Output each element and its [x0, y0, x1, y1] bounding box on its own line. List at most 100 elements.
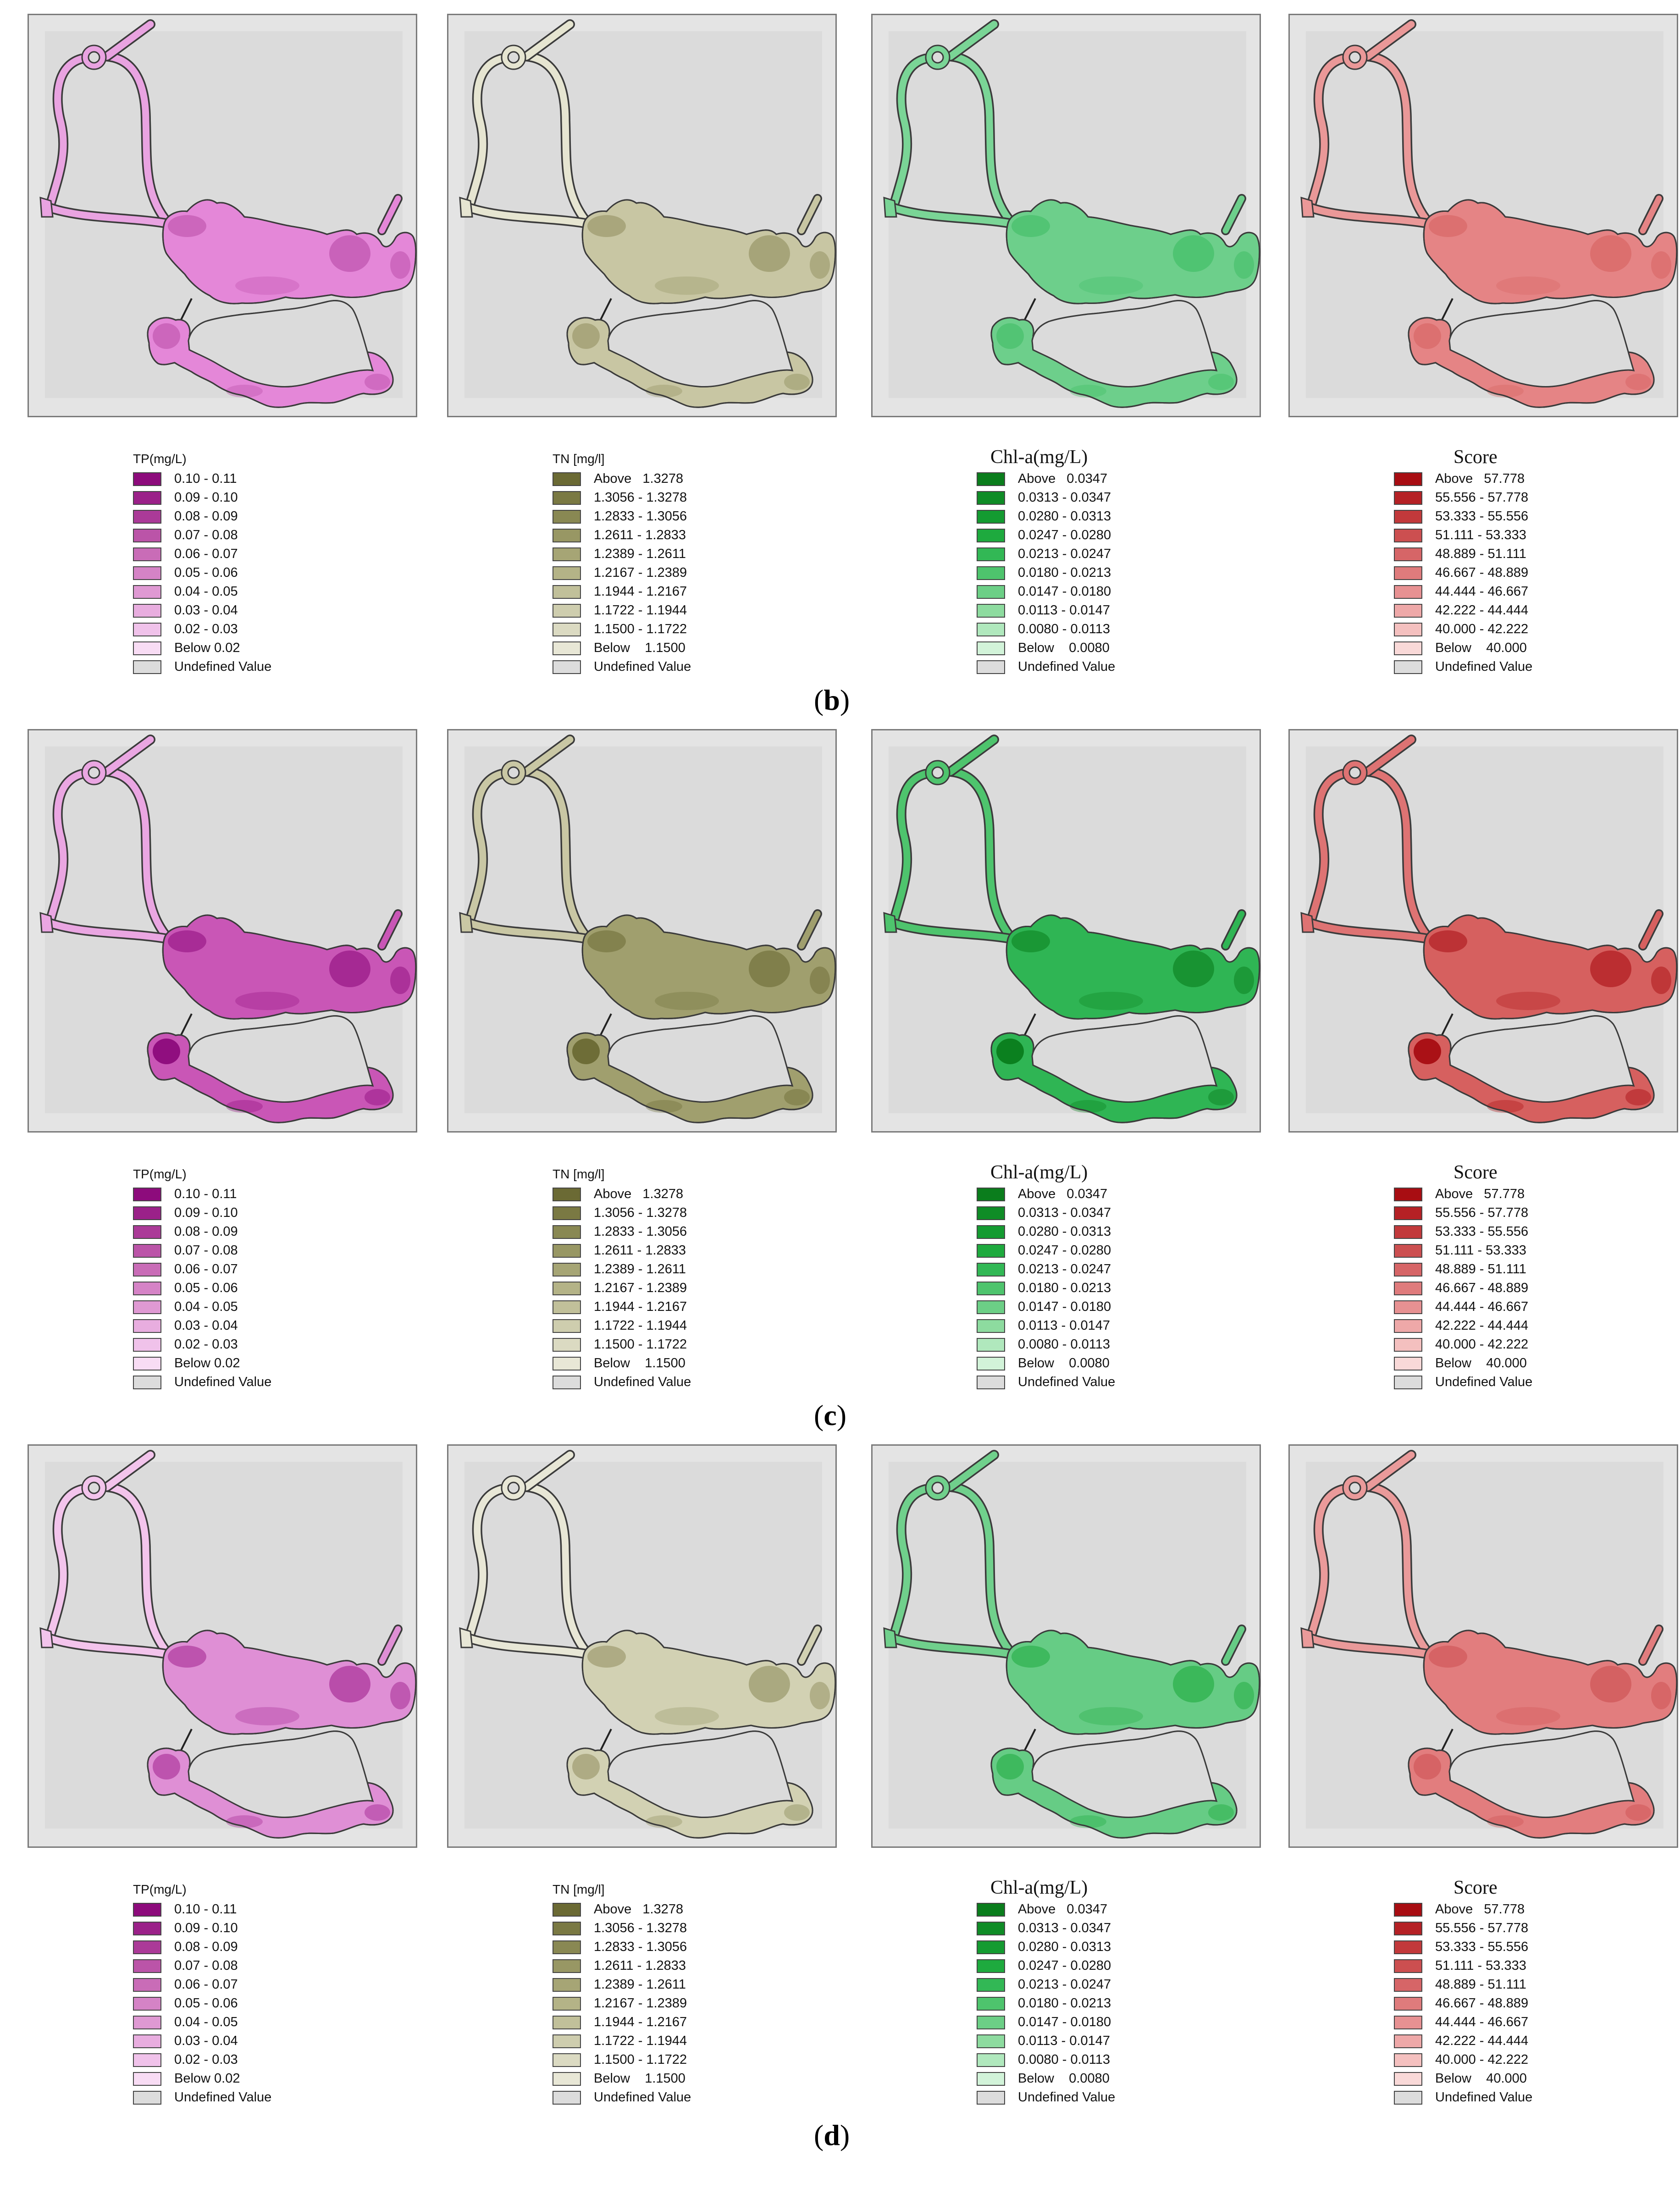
legend-label: Undefined Value [174, 659, 272, 674]
legend-swatch [1394, 585, 1422, 599]
legend-label: 0.06 - 0.07 [174, 1977, 238, 1992]
channel-water [103, 768, 172, 943]
upper-basin-shore [1006, 1630, 1260, 1735]
contour-zone [810, 251, 830, 279]
contour-zone [1651, 1682, 1671, 1709]
legend-title: TP(mg/L) [133, 1882, 187, 1896]
legend-swatch [1394, 1997, 1422, 2011]
legend-label: 0.0080 - 0.0113 [1018, 2052, 1111, 2067]
legend-title: Chl-a(mg/L) [990, 1162, 1088, 1183]
legend-label: Below 0.02 [174, 641, 240, 655]
contour-zone [1429, 1646, 1467, 1668]
contour-zone [1414, 1754, 1441, 1780]
contour-zone [572, 323, 600, 349]
channel-water [46, 770, 85, 927]
lake-map-score [1300, 19, 1678, 408]
legend-swatch [1394, 529, 1422, 542]
concentration-contours [572, 930, 830, 1113]
legend-tp: TP(mg/L) 0.10 - 0.11 0.09 - 0.10 0.08 - 0.0… [133, 452, 371, 690]
legend-label: 46.667 - 48.889 [1435, 1996, 1529, 2011]
legend-swatch [133, 1338, 161, 1352]
legend-swatch [553, 491, 581, 505]
contour-zone [749, 1666, 790, 1702]
legend-swatch [133, 1300, 161, 1314]
legend-swatch [1394, 2034, 1422, 2048]
channel-water [1307, 1486, 1346, 1642]
legend-label: 1.1500 - 1.1722 [594, 622, 687, 636]
legend-swatch [553, 1978, 581, 1992]
legend-swatch [1394, 2053, 1422, 2067]
ring-island [931, 1481, 944, 1494]
legend-swatch [977, 566, 1005, 580]
lower-island [1031, 300, 1218, 387]
channel-water [947, 21, 998, 60]
west-inlet [39, 1627, 54, 1648]
legend-chla: Chl-a(mg/L) Above 0.0347 0.0313 - 0.0347 0.… [977, 1162, 1215, 1405]
west-inlet [1300, 912, 1315, 933]
legend-label: 1.2833 - 1.3056 [594, 509, 687, 524]
legend-label: 48.889 - 51.111 [1435, 547, 1526, 561]
west-inlet [883, 912, 897, 933]
panel-caption: (c) [814, 1399, 847, 1431]
legend-swatch [1394, 1959, 1422, 1973]
legend-label: Undefined Value [594, 2090, 691, 2105]
upper-basin-shore [162, 914, 417, 1020]
legend-swatch [553, 2016, 581, 2029]
map-panel-chla [871, 14, 1261, 417]
legend-swatch [553, 604, 581, 618]
legend-label: 0.08 - 0.09 [174, 1940, 238, 1954]
legend-swatch [133, 2016, 161, 2029]
channel-water [947, 768, 1016, 943]
legend-chla: Chl-a(mg/L) Above 0.0347 0.0313 - 0.0347 0.… [977, 1877, 1215, 2121]
legend-label: 0.04 - 0.05 [174, 1299, 238, 1314]
legend-title: Chl-a(mg/L) [990, 1877, 1088, 1898]
legend-swatch [1394, 472, 1422, 486]
legend-label: 0.07 - 0.08 [174, 528, 238, 542]
contour-zone [329, 235, 370, 272]
legend-swatch [1394, 641, 1422, 655]
contour-zone [1590, 235, 1631, 272]
legend-swatch [1394, 604, 1422, 618]
channel-water [890, 55, 929, 211]
channel-water [523, 1451, 574, 1491]
legend-swatch [133, 2072, 161, 2086]
channel-water [465, 204, 592, 227]
legend-chla: Chl-a(mg/L) Above 0.0347 0.0313 - 0.0347 0.… [977, 447, 1215, 690]
channel-network [44, 19, 174, 229]
contour-zone [784, 374, 810, 390]
upper-basin-shore [581, 1630, 836, 1735]
contour-zone [587, 930, 626, 952]
legend-swatch [1394, 2072, 1422, 2086]
panel-letter: c [823, 1399, 837, 1431]
channel-water [1364, 736, 1415, 775]
channel-network [1305, 735, 1435, 944]
legend-label: 0.03 - 0.04 [174, 603, 238, 618]
basin-connector [599, 1729, 612, 1752]
channel-water [947, 1451, 998, 1491]
legend-swatch [977, 529, 1005, 542]
legend-label: 44.444 - 46.667 [1435, 1299, 1529, 1314]
legend-label: 1.2833 - 1.3056 [594, 1940, 687, 1954]
channel-water [1307, 770, 1346, 927]
legend-label: 0.06 - 0.07 [174, 1262, 238, 1277]
legend-label: 1.2611 - 1.2833 [594, 1958, 686, 1973]
legend-label: 53.333 - 55.556 [1435, 509, 1529, 524]
legend-swatch [133, 1282, 161, 1295]
contour-zone [1011, 930, 1050, 952]
contour-zone [1208, 1804, 1234, 1821]
legend-swatch [553, 1225, 581, 1239]
channel-water [1364, 1483, 1433, 1658]
panel-caption: (d) [814, 2119, 850, 2151]
legend-label: 0.0080 - 0.0113 [1018, 622, 1111, 636]
legend-score: Score Above 57.778 55.556 - 57.778 53.333 -… [1394, 447, 1632, 690]
lake-map-score [1300, 735, 1678, 1123]
contour-zone [235, 276, 299, 295]
legend-label: 46.667 - 48.889 [1435, 565, 1529, 580]
legend-label: 1.1722 - 1.1944 [594, 2034, 687, 2048]
legend-label: 46.667 - 48.889 [1435, 1281, 1529, 1295]
contour-zone [996, 1754, 1024, 1780]
legend-swatch [133, 1244, 161, 1258]
west-inlet [459, 196, 473, 218]
legend-label: Above 0.0347 [1018, 471, 1108, 486]
legend-swatch [977, 2091, 1005, 2105]
